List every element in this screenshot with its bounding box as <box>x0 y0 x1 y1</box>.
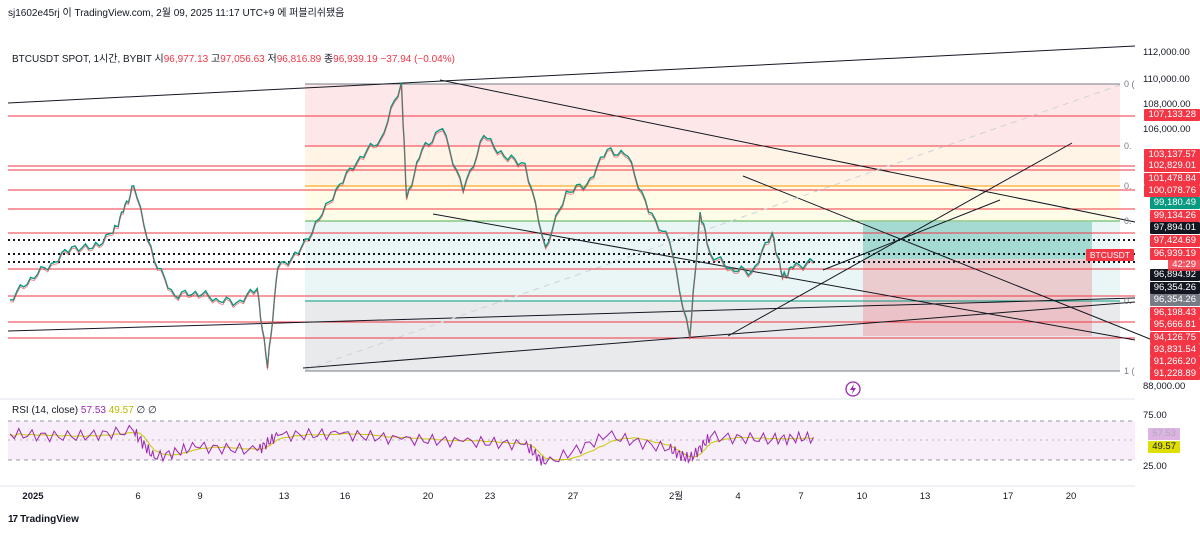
dashed-target-line <box>304 84 1121 371</box>
x-tick-label: 2025 <box>22 491 44 502</box>
price-level-tag: 97,894.01 <box>1149 222 1200 234</box>
author-line: sj1602e45rj 이 TradingView.com, 2월 09, 20… <box>8 8 345 19</box>
fib-label: 0. <box>1124 216 1132 226</box>
price-level-tag: 101,478.84 <box>1144 173 1200 185</box>
y-tick-label: 110,000.00 <box>1143 74 1190 85</box>
fib-label: 0 ( <box>1124 79 1135 89</box>
price-series-shadow <box>9 84 814 370</box>
price-level-tag: 100,078.76 <box>1144 185 1200 197</box>
rsi-value: 57.53 <box>80 405 106 416</box>
price-level-tag: 91,266.20 <box>1149 356 1200 368</box>
y-tick-label: 88,000.00 <box>1143 381 1185 392</box>
low-value: 96,816.89 <box>276 54 322 65</box>
x-tick-label: 20 <box>1066 491 1077 502</box>
brand-name: TradingView <box>20 514 79 525</box>
price-level-tag: 94,126.75 <box>1149 332 1200 344</box>
y-tick-label: 112,000.00 <box>1143 47 1190 58</box>
rsi-line <box>9 424 814 466</box>
price-level-tag: 107,133.28 <box>1144 109 1200 121</box>
y-tick-label: 108,000.00 <box>1143 99 1191 110</box>
x-tick-label: 17 <box>1003 491 1014 502</box>
rsi-legend[interactable]: RSI (14, close) 57.53 49.57 ∅ ∅ <box>12 405 157 416</box>
price-level-tag: 96,939.19 <box>1149 248 1200 260</box>
symbol-legend[interactable]: BTCUSDT SPOT, 1시간, BYBIT 시96,977.13 고97,… <box>12 50 455 65</box>
price-level-tag: 102,829.01 <box>1144 160 1200 172</box>
tradingview-logo[interactable]: 17 TradingView <box>8 514 79 525</box>
close-value: 96,939.19 <box>333 54 378 65</box>
low-label: 저 <box>267 54 277 65</box>
change-value: −37.94 (−0.04%) <box>380 54 455 65</box>
price-level-tag: 96,894.92 <box>1149 269 1200 281</box>
x-tick-label: 9 <box>197 491 202 502</box>
trend-lines <box>7 45 1161 369</box>
price-level-tag: 93,831.54 <box>1149 344 1200 356</box>
rsi-level-label: 25.00 <box>1143 461 1167 472</box>
price-level-tag: 103,137.57 <box>1144 149 1200 161</box>
price-level-tag: 99,180.49 <box>1149 197 1200 209</box>
price-level-tag: 95,666.81 <box>1149 319 1200 331</box>
rsi-value-tag: 57.53 <box>1148 428 1180 440</box>
x-tick-label: 4 <box>735 491 740 502</box>
x-tick-label: 23 <box>485 491 496 502</box>
tradingview-mark-icon: 17 <box>8 514 18 525</box>
lightning-alert-icon[interactable] <box>845 381 861 397</box>
rsi-label: RSI (14, close) <box>12 405 79 416</box>
symbol-name: BTCUSDT SPOT, 1시간, BYBIT <box>12 54 152 65</box>
price-level-tag: 96,198.43 <box>1149 307 1200 319</box>
x-tick-label: 7 <box>798 491 803 502</box>
x-tick-label: 10 <box>857 491 868 502</box>
close-label: 종 <box>323 54 334 65</box>
x-tick-label: 20 <box>423 491 434 502</box>
x-axis[interactable]: 2025 6 9 13 16 20 23 27 2월 4 7 10 13 17 20 <box>22 490 1076 502</box>
price-level-tag: 99,134.26 <box>1149 210 1200 222</box>
fib-label: 0. <box>1124 141 1132 151</box>
y-axis[interactable]: 112,000.00 110,000.00 108,000.00 106,000… <box>1143 47 1191 392</box>
current-price-symbol-tag: BTCUSDT <box>1085 249 1134 261</box>
open-value: 96,977.13 <box>163 54 209 65</box>
rsi-extra-1: ∅ <box>136 405 146 416</box>
y-tick-label: 106,000.00 <box>1143 124 1191 135</box>
rsi-ma-value: 49.57 <box>108 405 134 416</box>
x-tick-label: 13 <box>279 491 290 502</box>
fib-labels: 0 ( 0. 0. 0. 0. 1 ( <box>1124 79 1135 376</box>
rsi-ma-tag: 49.57 <box>1148 441 1180 453</box>
high-label: 고 <box>211 54 221 65</box>
fib-label: 0. <box>1124 296 1132 306</box>
x-tick-label: 27 <box>568 491 579 502</box>
x-tick-label: 16 <box>340 491 351 502</box>
price-level-tag: 96,354.26 <box>1149 282 1200 294</box>
countdown-tag: 42:29 <box>1168 259 1200 271</box>
fib-label: 1 ( <box>1124 366 1135 376</box>
price-level-tag: 91,228.89 <box>1149 368 1200 380</box>
rsi-pane[interactable]: 75.00 25.00 <box>0 398 1167 472</box>
open-label: 시 <box>154 54 164 65</box>
x-tick-label: 6 <box>135 491 140 502</box>
level-lines <box>8 83 1135 372</box>
rsi-level-label: 75.00 <box>1143 410 1167 421</box>
fib-label: 0. <box>1124 181 1132 191</box>
price-level-tag: 97,424.69 <box>1149 235 1200 247</box>
price-level-tag: 96,354.26 <box>1149 294 1200 306</box>
high-value: 97,056.63 <box>220 54 265 65</box>
x-tick-label: 2월 <box>669 490 683 502</box>
x-tick-label: 13 <box>920 491 931 502</box>
rsi-extra-2: ∅ <box>148 405 157 416</box>
